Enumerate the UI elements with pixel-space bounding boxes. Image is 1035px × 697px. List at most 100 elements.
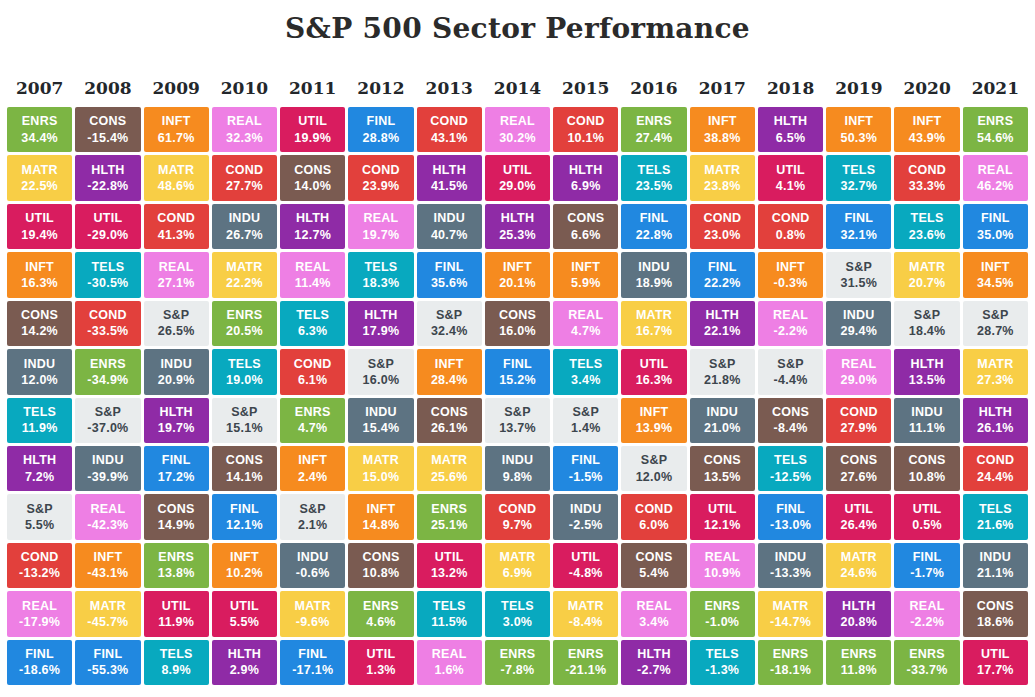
sector-label: CONS bbox=[294, 162, 331, 178]
sector-cell: INDU11.1% bbox=[894, 398, 959, 443]
sector-value: 11.5% bbox=[431, 614, 467, 630]
sector-value: -22.8% bbox=[87, 178, 128, 194]
sector-label: FINL bbox=[844, 210, 873, 226]
sector-value: 2.1% bbox=[298, 517, 328, 533]
sector-cell: CONS18.6% bbox=[963, 591, 1028, 636]
sector-cell: HLTH41.5% bbox=[417, 155, 482, 200]
sector-cell: REAL-17.9% bbox=[7, 591, 72, 636]
sector-cell: INDU9.8% bbox=[485, 446, 550, 491]
sector-value: 10.1% bbox=[567, 130, 604, 146]
sector-label: CONS bbox=[635, 549, 672, 565]
sector-value: 23.5% bbox=[636, 178, 673, 194]
sector-cell: MATR20.7% bbox=[894, 252, 959, 297]
sector-cell: ENRS-33.7% bbox=[894, 640, 959, 685]
sector-cell: MATR6.9% bbox=[485, 543, 550, 588]
sector-value: 28.4% bbox=[431, 372, 468, 388]
sector-label: ENRS bbox=[568, 646, 604, 662]
sector-value: -1.0% bbox=[705, 614, 739, 630]
sector-label: ENRS bbox=[158, 549, 194, 565]
sector-value: -17.1% bbox=[292, 662, 333, 678]
sector-cell: ENRS54.6% bbox=[963, 107, 1028, 152]
sector-label: COND bbox=[908, 162, 946, 178]
sector-label: MATR bbox=[568, 598, 604, 614]
sector-label: REAL bbox=[227, 113, 262, 129]
sector-value: 4.7% bbox=[571, 323, 601, 339]
sector-label: INDU bbox=[365, 404, 397, 420]
sector-cell: REAL19.7% bbox=[348, 204, 413, 249]
sector-cell: TELS19.0% bbox=[212, 349, 277, 394]
sector-value: 32.7% bbox=[840, 178, 877, 194]
sector-value: 1.6% bbox=[434, 662, 464, 678]
sector-value: 22.5% bbox=[21, 178, 58, 194]
sector-cell: TELS8.9% bbox=[144, 640, 209, 685]
sector-cell: INFT28.4% bbox=[417, 349, 482, 394]
sector-value: 26.4% bbox=[840, 517, 877, 533]
sector-label: UTIL bbox=[571, 549, 600, 565]
sector-value: 17.9% bbox=[363, 323, 400, 339]
sector-value: 13.5% bbox=[704, 469, 741, 485]
sector-cell: S&P-37.0% bbox=[75, 398, 140, 443]
sector-label: REAL bbox=[637, 598, 672, 614]
sector-value: 10.8% bbox=[363, 565, 400, 581]
sector-cell: REAL1.6% bbox=[417, 640, 482, 685]
sector-cell: MATR24.6% bbox=[826, 543, 891, 588]
sector-cell: ENRS34.4% bbox=[7, 107, 72, 152]
sector-value: 43.1% bbox=[431, 130, 468, 146]
sector-value: 5.4% bbox=[639, 565, 669, 581]
year-header: 2019 bbox=[826, 78, 891, 98]
sector-label: UTIL bbox=[298, 113, 327, 129]
sector-cell: REAL32.3% bbox=[212, 107, 277, 152]
sector-value: 27.9% bbox=[840, 420, 877, 436]
sector-label: S&P bbox=[26, 501, 52, 517]
sector-value: 7.2% bbox=[25, 469, 55, 485]
year-header: 2013 bbox=[417, 78, 482, 98]
sector-cell: INFT-0.3% bbox=[758, 252, 823, 297]
sector-cell: HLTH6.9% bbox=[553, 155, 618, 200]
sector-value: -7.8% bbox=[501, 662, 535, 678]
sector-label: FINL bbox=[230, 501, 259, 517]
sector-cell: HLTH17.9% bbox=[348, 301, 413, 346]
sector-cell: HLTH19.7% bbox=[144, 398, 209, 443]
sector-value: 35.6% bbox=[431, 275, 468, 291]
sector-label: FINL bbox=[25, 646, 54, 662]
sector-label: UTIL bbox=[94, 210, 123, 226]
sector-label: S&P bbox=[299, 501, 325, 517]
sector-cell: CONS27.6% bbox=[826, 446, 891, 491]
sector-label: COND bbox=[89, 307, 127, 323]
sector-value: 32.3% bbox=[226, 130, 263, 146]
sector-value: 26.5% bbox=[158, 323, 195, 339]
sector-label: HLTH bbox=[433, 162, 466, 178]
sector-cell: REAL29.0% bbox=[826, 349, 891, 394]
sector-value: 19.0% bbox=[226, 372, 263, 388]
sector-cell: INDU20.9% bbox=[144, 349, 209, 394]
sector-value: 29.0% bbox=[840, 372, 877, 388]
sector-label: COND bbox=[703, 210, 741, 226]
sector-cell: S&P28.7% bbox=[963, 301, 1028, 346]
sector-value: 16.0% bbox=[363, 372, 400, 388]
sector-value: 41.5% bbox=[431, 178, 468, 194]
sector-cell: CONS14.1% bbox=[212, 446, 277, 491]
sector-label: CONS bbox=[840, 452, 877, 468]
year-header: 2017 bbox=[690, 78, 755, 98]
sector-cell: S&P21.8% bbox=[690, 349, 755, 394]
sector-value: 32.4% bbox=[431, 323, 468, 339]
sector-value: -8.4% bbox=[774, 420, 808, 436]
sector-value: 21.6% bbox=[977, 517, 1014, 533]
sector-cell: UTIL4.1% bbox=[758, 155, 823, 200]
sector-label: TELS bbox=[160, 646, 193, 662]
sector-cell: MATR15.0% bbox=[348, 446, 413, 491]
sector-cell: UTIL26.4% bbox=[826, 494, 891, 539]
sector-cell: TELS-30.5% bbox=[75, 252, 140, 297]
sector-value: -30.5% bbox=[87, 275, 128, 291]
sector-value: -33.7% bbox=[907, 662, 948, 678]
sector-label: MATR bbox=[295, 598, 331, 614]
sector-cell: FINL35.6% bbox=[417, 252, 482, 297]
sector-value: 16.3% bbox=[21, 275, 58, 291]
sector-label: HLTH bbox=[159, 404, 192, 420]
sector-cell: CONS10.8% bbox=[894, 446, 959, 491]
sector-cell: COND6.0% bbox=[621, 494, 686, 539]
sector-cell: REAL27.1% bbox=[144, 252, 209, 297]
sector-cell: UTIL16.3% bbox=[621, 349, 686, 394]
sector-value: 26.1% bbox=[431, 420, 468, 436]
sector-cell: INFT20.1% bbox=[485, 252, 550, 297]
